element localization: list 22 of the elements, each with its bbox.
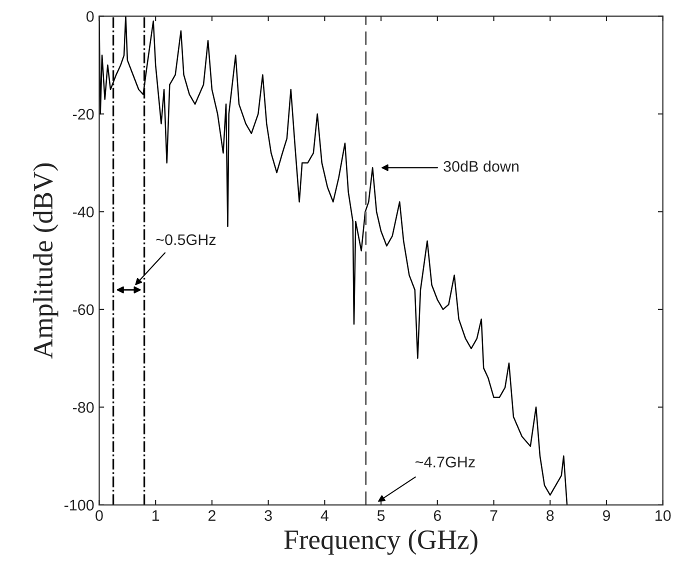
x-tick-label: 0 [96, 510, 103, 521]
x-tick-label: 2 [208, 510, 216, 521]
x-tick-label: 7 [490, 510, 498, 521]
y-tick-label: -80 [72, 402, 94, 413]
x-tick-label: 4 [320, 510, 328, 521]
annotation: 30dB down [444, 160, 518, 172]
y-tick-label: -60 [72, 304, 94, 316]
y-tick-label: 0 [86, 11, 94, 22]
y-tick-label: -20 [72, 108, 94, 120]
y-tick-label: -100 [64, 500, 94, 511]
y-tick-label: -40 [72, 206, 94, 218]
y-axis-title: Amplitude (dBV) [33, 163, 58, 359]
x-tick-label: 8 [546, 510, 554, 521]
x-tick-label: 5 [377, 510, 385, 521]
x-tick-label: 6 [434, 510, 441, 521]
x-tick-label: 10 [656, 510, 671, 521]
x-tick-label: 1 [152, 510, 160, 521]
x-tick-label: 3 [264, 510, 272, 521]
annotation: ~0.5GHz [156, 234, 216, 246]
x-tick-label: 9 [602, 510, 610, 521]
annotation: ~4.7GHz [416, 456, 475, 468]
x-axis-title: Frequency (GHz) [284, 530, 478, 555]
